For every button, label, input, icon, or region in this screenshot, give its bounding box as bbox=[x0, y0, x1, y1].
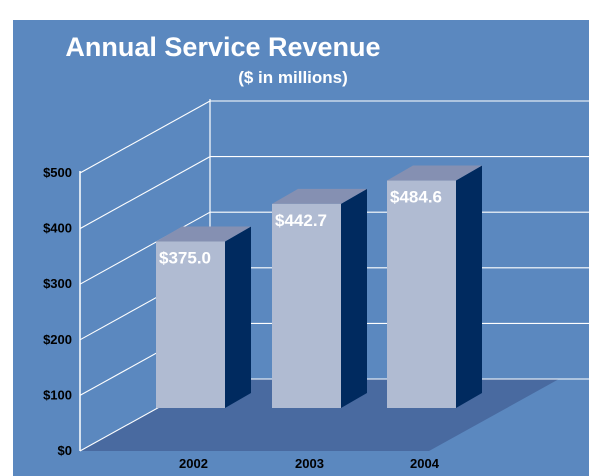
gridline-side bbox=[79, 100, 211, 174]
y-tick-label: $300 bbox=[43, 276, 72, 291]
bar-top bbox=[272, 188, 367, 204]
y-tick-label: $400 bbox=[43, 221, 72, 236]
y-tick-label: $500 bbox=[43, 165, 72, 180]
bar-value-label: $442.7 bbox=[275, 211, 327, 230]
bar-2004 bbox=[387, 165, 482, 408]
gridline-side bbox=[79, 156, 211, 230]
bar-front bbox=[272, 203, 341, 408]
chart-bars bbox=[156, 165, 482, 408]
chart-title: Annual Service Revenue bbox=[65, 32, 380, 62]
y-tick-label: $0 bbox=[58, 443, 72, 458]
bar-front bbox=[156, 241, 225, 408]
bar-2002 bbox=[156, 226, 251, 408]
bar-front bbox=[387, 180, 456, 408]
bar-side bbox=[341, 188, 367, 408]
gridline-side bbox=[79, 211, 211, 285]
x-tick-label: 2004 bbox=[410, 456, 440, 471]
y-tick-label: $100 bbox=[43, 387, 72, 402]
bar-2003 bbox=[272, 188, 367, 408]
bar-side bbox=[225, 226, 251, 408]
y-tick-label: $200 bbox=[43, 332, 72, 347]
chart-labels: $0 $100 $200 $300 $400 $500 $375.0 2002 $442.7 20… bbox=[43, 165, 442, 471]
bar-top bbox=[387, 165, 482, 181]
chart-panel: $0 $100 $200 $300 $400 $500 $375.0 2002 $442.7 20… bbox=[13, 20, 589, 476]
x-tick-label: 2003 bbox=[295, 456, 324, 471]
bar-value-label: $484.6 bbox=[390, 188, 442, 207]
bar-side bbox=[456, 165, 482, 408]
bar-value-label: $375.0 bbox=[159, 249, 211, 268]
chart-subtitle: ($ in millions) bbox=[238, 68, 348, 87]
x-tick-label: 2002 bbox=[179, 456, 208, 471]
bar-top bbox=[156, 226, 251, 242]
revenue-chart: $0 $100 $200 $300 $400 $500 $375.0 2002 $442.7 20… bbox=[13, 20, 589, 476]
